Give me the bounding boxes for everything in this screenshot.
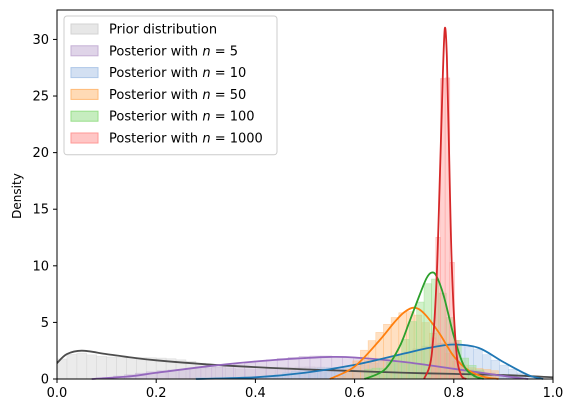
density-curve-layer	[56, 26, 554, 380]
density-curve-posterior-with-n-50	[329, 306, 499, 380]
density-curve-posterior-with-n-10	[195, 343, 544, 380]
legend-entry: Posterior with n = 10	[109, 66, 246, 81]
y-axis-label: Density	[10, 173, 24, 219]
y-tick-label: 30	[32, 33, 49, 48]
legend-swatch	[70, 88, 99, 100]
histogram-bar-posterior-with-n-5	[178, 369, 191, 380]
histogram-bar-posterior-with-n-100	[393, 353, 403, 380]
histogram-bar-posterior-with-n-5	[222, 365, 234, 380]
x-tick-label: 0.6	[344, 386, 365, 401]
legend-entry: Posterior with n = 5	[109, 44, 238, 59]
x-tick-label: 0.2	[146, 386, 167, 401]
y-tick-label: 25	[32, 90, 49, 105]
legend-swatch	[70, 110, 99, 122]
histogram-bar-posterior-with-n-5	[211, 366, 223, 380]
density-curve-posterior-with-n-5	[91, 355, 529, 380]
legend-entry: Posterior with n = 100	[109, 110, 255, 125]
y-axis: 0 5 10 15 20 25 30	[32, 33, 57, 388]
y-tick-label: 10	[32, 259, 49, 274]
x-axis: 0.0 0.2 0.4 0.6 0.8 1.0	[47, 379, 564, 401]
histogram-bar-prior-distribution	[106, 356, 117, 380]
x-tick-label: 0.8	[443, 386, 464, 401]
legend-entry: Prior distribution	[109, 23, 217, 38]
x-tick-label: 0.4	[245, 386, 266, 401]
y-tick-label: 20	[32, 146, 49, 161]
x-tick-label: 0.0	[47, 386, 68, 401]
histogram-bar-prior-distribution	[86, 354, 97, 380]
y-tick-label: 0	[41, 373, 49, 388]
density-curve-posterior-with-n-100	[364, 271, 484, 380]
histogram-bar-prior-distribution	[66, 354, 78, 380]
histogram-bar-posterior-with-n-10	[299, 369, 310, 380]
plot-frame	[56, 9, 554, 380]
y-tick-label: 5	[41, 316, 49, 331]
legend-swatch	[70, 67, 99, 79]
density-curve-prior-distribution	[56, 349, 554, 379]
legend-entry: Posterior with n = 1000	[109, 132, 263, 147]
histogram-bar-prior-distribution	[96, 355, 107, 380]
legend: Prior distribution Posterior with n = 5 Po…	[63, 15, 278, 156]
histogram-bar-posterior-with-n-100	[416, 301, 425, 380]
density-curve-posterior-with-n-1000	[423, 26, 467, 380]
legend-box	[63, 15, 278, 156]
legend-swatch	[70, 23, 99, 35]
legend-swatch	[70, 132, 99, 144]
x-tick-label: 1.0	[543, 386, 564, 401]
histogram-bar-prior-distribution	[76, 352, 88, 380]
y-tick-label: 15	[32, 203, 49, 218]
legend-entry: Posterior with n = 50	[109, 88, 246, 103]
legend-swatch	[70, 45, 99, 57]
